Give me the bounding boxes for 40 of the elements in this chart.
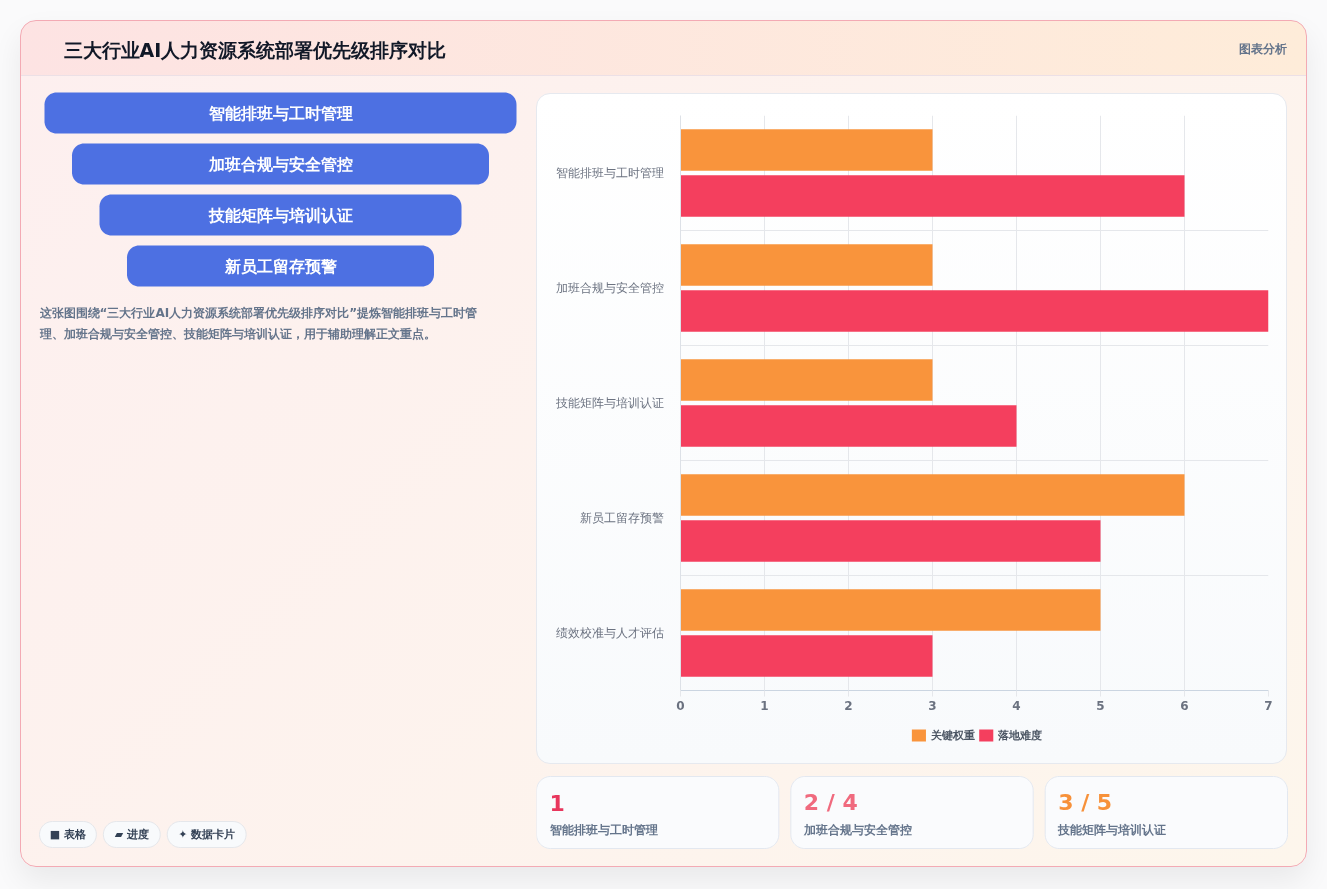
text: 2 / 4 (803, 790, 858, 815)
text: 图表分析 (1238, 41, 1287, 56)
bar (680, 589, 1101, 631)
text: ■ 表格 (49, 828, 88, 841)
x-tick-label: 4 (1012, 698, 1021, 713)
x-tick-label: 3 (928, 698, 937, 713)
bar (680, 359, 933, 401)
x-tick-label: 7 (1264, 698, 1273, 713)
category-label: 技能矩阵与培训认证 (1057, 822, 1167, 837)
text: 这张图围绕“三大行业AI人力资源系统部署优先级排序对比”提炼智能排班与工时管理、加班合规与安全管控、技能矩阵与培训认证，用于辅助理解正文重点。 (38, 305, 478, 341)
bar (680, 635, 933, 677)
y-tick-label: 绩效校准与人才评估 (555, 626, 664, 640)
legend-label: 落地难度 (996, 729, 1042, 742)
category-label: 技能矩阵与培训认证 (207, 206, 353, 225)
text: 三大行业AI人力资源系统部署优先级排序对比 (63, 38, 447, 61)
y-tick-label: 技能矩阵与培训认证 (554, 396, 664, 410)
bar (680, 520, 1101, 562)
text: ▰ 进度 (114, 828, 149, 841)
bar (680, 129, 933, 171)
bar (680, 290, 1269, 332)
category-label: 加班合规与安全管控 (802, 822, 912, 837)
text: 1 (549, 790, 565, 816)
legend-label: 关键权重 (929, 729, 975, 742)
x-tick-label: 1 (760, 698, 769, 713)
y-tick-label: 智能排班与工时管理 (555, 166, 664, 180)
text: ✦ 数据卡片 (178, 828, 236, 841)
x-tick-label: 2 (844, 698, 853, 713)
bar (680, 405, 1017, 447)
category-label: 新员工留存预警 (223, 257, 337, 276)
x-tick-label: 6 (1180, 698, 1189, 713)
bar (680, 474, 1185, 516)
category-label: 智能排班与工时管理 (207, 104, 353, 123)
category-label: 加班合规与安全管控 (207, 155, 353, 174)
text: 3 / 5 (1058, 790, 1113, 815)
x-tick-label: 5 (1096, 698, 1105, 713)
y-tick-label: 加班合规与安全管控 (555, 281, 664, 295)
bar (680, 175, 1185, 217)
y-tick-label: 新员工留存预警 (579, 511, 664, 525)
x-tick-label: 0 (676, 698, 685, 713)
bar (680, 244, 933, 286)
